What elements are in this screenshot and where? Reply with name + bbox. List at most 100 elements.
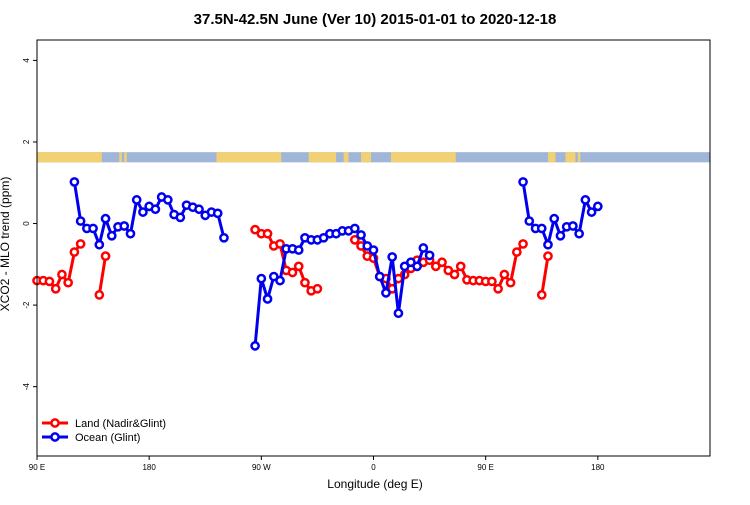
legend-label-ocean: Ocean (Glint) <box>75 432 140 444</box>
ocean-data-point <box>106 230 117 241</box>
x-tick-label: 90 E <box>29 463 45 472</box>
axes-layer: 90 E 180 90 W 0 90 E 180 -4 -2 0 2 4 <box>22 58 605 472</box>
ocean-data-point <box>194 204 204 215</box>
ocean-data-point <box>406 257 416 268</box>
ocean-data-point <box>318 232 329 243</box>
land-data-point <box>287 267 298 278</box>
land-data-point <box>275 239 285 249</box>
land-data-point <box>499 269 510 280</box>
ocean-data-point <box>262 294 273 304</box>
land-data-point <box>493 283 503 294</box>
x-tick-label: 90 W <box>252 463 271 472</box>
land-data-point <box>94 290 105 300</box>
ocean-data-point <box>256 273 267 284</box>
x-tick-label: 180 <box>591 463 605 472</box>
land-band <box>565 152 576 163</box>
ocean-data-point <box>536 223 547 234</box>
land-data-point <box>449 269 460 280</box>
land-series-line <box>540 255 550 296</box>
land-data-point <box>487 276 497 287</box>
ocean-data-point <box>275 275 285 286</box>
y-tick-label: -2 <box>22 301 31 309</box>
ocean-data-point <box>163 195 173 205</box>
y-tick-label: 0 <box>22 221 31 226</box>
ocean-data-point <box>393 308 404 319</box>
ocean-data-point <box>549 213 560 224</box>
land-band <box>124 152 127 163</box>
land-data-point <box>430 261 441 272</box>
ocean-data-point <box>381 288 391 298</box>
y-axis-label: XCO2 - MLO trend (ppm) <box>0 177 12 312</box>
ocean-data-point <box>524 216 535 226</box>
land-data-point <box>349 234 360 245</box>
ocean-data-point <box>175 212 186 223</box>
ocean-data-point <box>592 201 603 212</box>
land-data-point <box>69 247 80 257</box>
ocean-data-point <box>368 245 379 255</box>
ocean-data-point <box>362 241 373 251</box>
land-data-point <box>100 251 111 262</box>
land-data-point <box>44 276 55 287</box>
land-data-point <box>63 277 74 288</box>
land-band <box>216 152 282 163</box>
ocean-data-point <box>219 232 229 243</box>
ocean-data-point <box>574 228 584 239</box>
legend-marker-land <box>50 418 60 428</box>
ocean-data-point <box>94 239 105 250</box>
ocean-data-point <box>412 261 422 272</box>
land-data-point <box>75 239 86 249</box>
x-tick-label: 0 <box>371 463 376 472</box>
ocean-data-point <box>268 271 279 282</box>
plot-frame <box>36 39 711 457</box>
land-series-line <box>97 255 107 296</box>
ocean-data-point <box>518 177 528 187</box>
ocean-data-point <box>543 239 553 250</box>
ocean-data-point <box>125 228 136 239</box>
ocean-data-point <box>69 177 80 187</box>
ocean-data-point <box>212 208 223 219</box>
land-data-point <box>505 277 516 288</box>
ocean-data-point <box>399 261 410 272</box>
ocean-data-point <box>75 216 86 226</box>
ocean-data-point <box>418 243 429 253</box>
ocean-data-point <box>586 207 597 217</box>
ocean-data-point <box>119 221 130 231</box>
land-data-point <box>293 261 304 272</box>
y-tick-label: 2 <box>22 139 31 144</box>
land-data-point <box>57 269 67 280</box>
x-axis-label: Longitude (deg E) <box>327 477 422 491</box>
land-data-point <box>443 265 454 276</box>
land-data-point <box>262 228 273 239</box>
ocean-data-point <box>250 341 260 351</box>
land-data-point <box>543 251 553 262</box>
land-data-point <box>437 257 447 268</box>
series-layer <box>32 177 603 351</box>
ocean-data-point <box>293 245 304 255</box>
land-data-point <box>250 224 260 235</box>
legend: Land (Nadir&Glint) Ocean (Glint) <box>42 418 166 444</box>
land-band <box>119 152 122 163</box>
land-data-point <box>511 247 522 257</box>
land-data-point <box>518 239 528 249</box>
ocean-data-point <box>150 204 161 215</box>
land-band <box>361 152 372 163</box>
ocean-band <box>37 152 710 163</box>
land-band <box>390 152 456 163</box>
ocean-data-point <box>555 230 566 241</box>
land-data-point <box>300 277 310 288</box>
x-tick-label: 180 <box>142 463 156 472</box>
ocean-data-point <box>424 250 435 261</box>
ocean-data-point <box>568 221 578 231</box>
x-tick-label: 90 E <box>477 463 493 472</box>
land-band <box>308 152 337 163</box>
ocean-data-point <box>100 213 111 224</box>
land-band <box>343 152 349 163</box>
ocean-data-point <box>374 271 385 282</box>
ocean-data-point <box>88 223 98 234</box>
land-band <box>577 152 581 163</box>
y-tick-label: -4 <box>22 383 31 391</box>
land-data-point <box>50 283 61 294</box>
ocean-data-point <box>580 195 591 205</box>
land-sea-strip <box>37 152 710 163</box>
